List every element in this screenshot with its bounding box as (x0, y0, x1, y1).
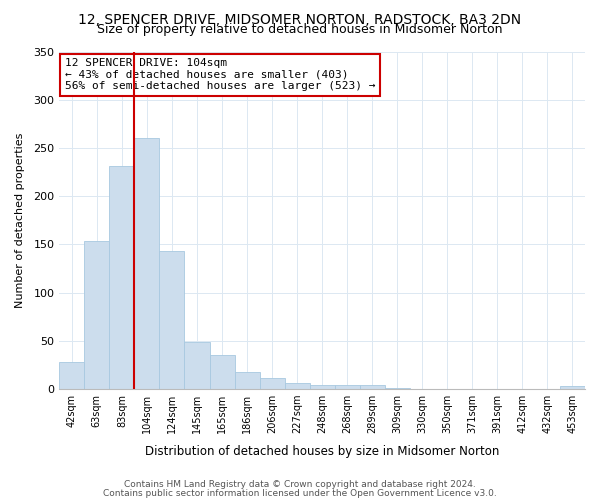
Bar (335, 385, 360, 389)
Bar (85, 242, 109, 389)
Bar (310, 385, 335, 389)
Bar (134, 138, 160, 389)
Y-axis label: Number of detached properties: Number of detached properties (15, 132, 25, 308)
Bar (360, 385, 385, 389)
Bar (59, 362, 85, 389)
Bar (209, 356, 235, 389)
Text: Contains HM Land Registry data © Crown copyright and database right 2024.: Contains HM Land Registry data © Crown c… (124, 480, 476, 489)
Text: 12, SPENCER DRIVE, MIDSOMER NORTON, RADSTOCK, BA3 2DN: 12, SPENCER DRIVE, MIDSOMER NORTON, RADS… (79, 12, 521, 26)
Bar (109, 166, 134, 389)
Bar (184, 342, 209, 389)
Text: 12 SPENCER DRIVE: 104sqm
← 43% of detached houses are smaller (403)
56% of semi-: 12 SPENCER DRIVE: 104sqm ← 43% of detach… (65, 58, 375, 92)
X-axis label: Distribution of detached houses by size in Midsomer Norton: Distribution of detached houses by size … (145, 444, 499, 458)
Bar (284, 383, 310, 389)
Bar (385, 388, 410, 389)
Text: Contains public sector information licensed under the Open Government Licence v3: Contains public sector information licen… (103, 488, 497, 498)
Bar (560, 386, 585, 389)
Text: Size of property relative to detached houses in Midsomer Norton: Size of property relative to detached ho… (97, 24, 503, 36)
Bar (235, 372, 260, 389)
Bar (160, 251, 184, 389)
Bar (260, 378, 284, 389)
